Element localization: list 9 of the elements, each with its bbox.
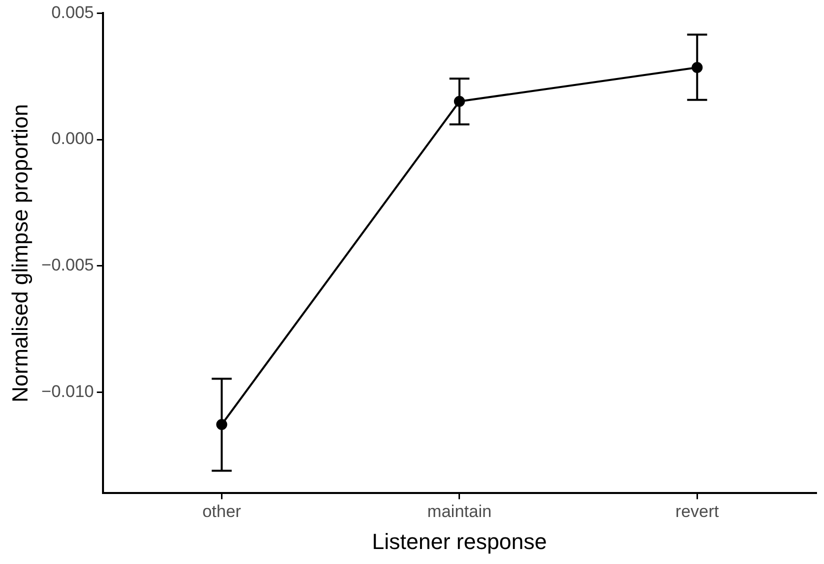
y-tick-label: −0.005: [41, 256, 94, 275]
x-axis-title: Listener response: [372, 528, 547, 554]
y-tick-label: −0.010: [41, 382, 94, 401]
y-tick-label: 0.000: [51, 129, 94, 148]
x-tick-label: other: [202, 502, 242, 522]
x-tick-label: revert: [675, 502, 720, 522]
x-tick-label: maintain: [427, 502, 492, 522]
y-axis-title: Normalised glimpse proportion: [7, 104, 32, 402]
y-tick-label: 0.005: [51, 2, 94, 22]
